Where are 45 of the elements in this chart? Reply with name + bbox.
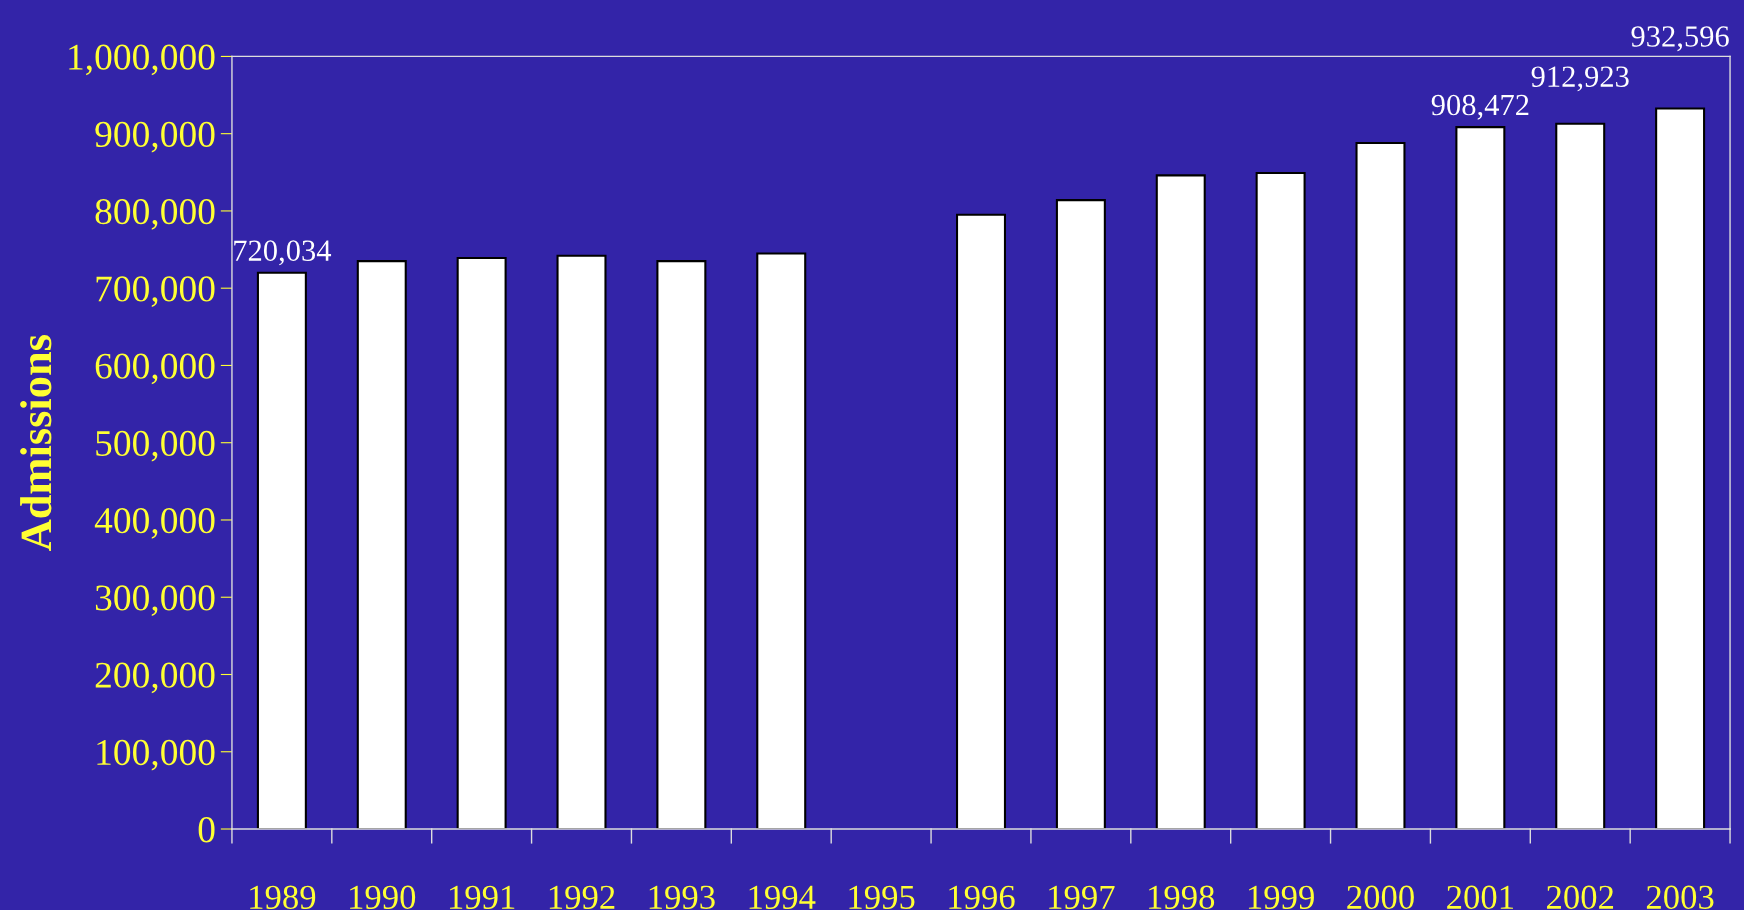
data-label: 720,034 [234,240,332,266]
x-tick-label: 1993 [649,885,715,909]
y-tick-label: 1,000,000 [69,44,215,76]
y-tick-label: 600,000 [95,353,215,385]
bar [256,271,307,830]
bar [955,213,1007,830]
bar [756,252,807,830]
bar [1055,199,1106,830]
x-tick-label: 1998 [1149,885,1215,909]
x-tick-label: 1999 [1248,885,1314,909]
x-tick-label: 1995 [849,885,915,909]
x-tick-label: 2003 [1646,885,1714,909]
x-tick-label: 1997 [1049,885,1115,909]
bar [1155,174,1206,830]
y-tick-label: 200,000 [95,662,215,694]
y-tick-label: 900,000 [95,121,215,153]
x-tick-label: 2001 [1447,885,1513,909]
y-tick-label: 300,000 [95,585,215,617]
data-label: 932,596 [1631,26,1729,52]
x-tick-label: 1994 [749,885,816,909]
x-tick-label: 2002 [1547,885,1614,909]
bar [656,260,707,830]
y-axis-title: Admissions [20,335,52,551]
y-tick-label: 500,000 [96,430,215,462]
y-tick-label: 700,000 [96,276,215,307]
x-tick-label: 1989 [250,885,316,909]
data-label: 912,923 [1531,66,1629,92]
bar [1355,141,1406,830]
y-tick-label: 0 [198,817,215,843]
y-tick-label: 100,000 [97,739,215,771]
bar [456,257,507,830]
y-tick-label: 400,000 [94,508,215,539]
bar [1655,107,1706,830]
x-tick-label: 1992 [549,885,615,909]
bar [556,254,607,830]
x-tick-label: 2000 [1347,885,1414,909]
y-tick-label: 800,000 [95,199,215,230]
bar [1455,126,1506,830]
x-tick-label: 1990 [350,885,416,909]
data-label: 908,472 [1431,94,1529,120]
x-tick-label: 1991 [449,885,515,909]
bar [356,260,407,830]
bar [1555,122,1606,830]
x-tick-label: 1996 [949,885,1015,909]
bar [1255,172,1306,830]
